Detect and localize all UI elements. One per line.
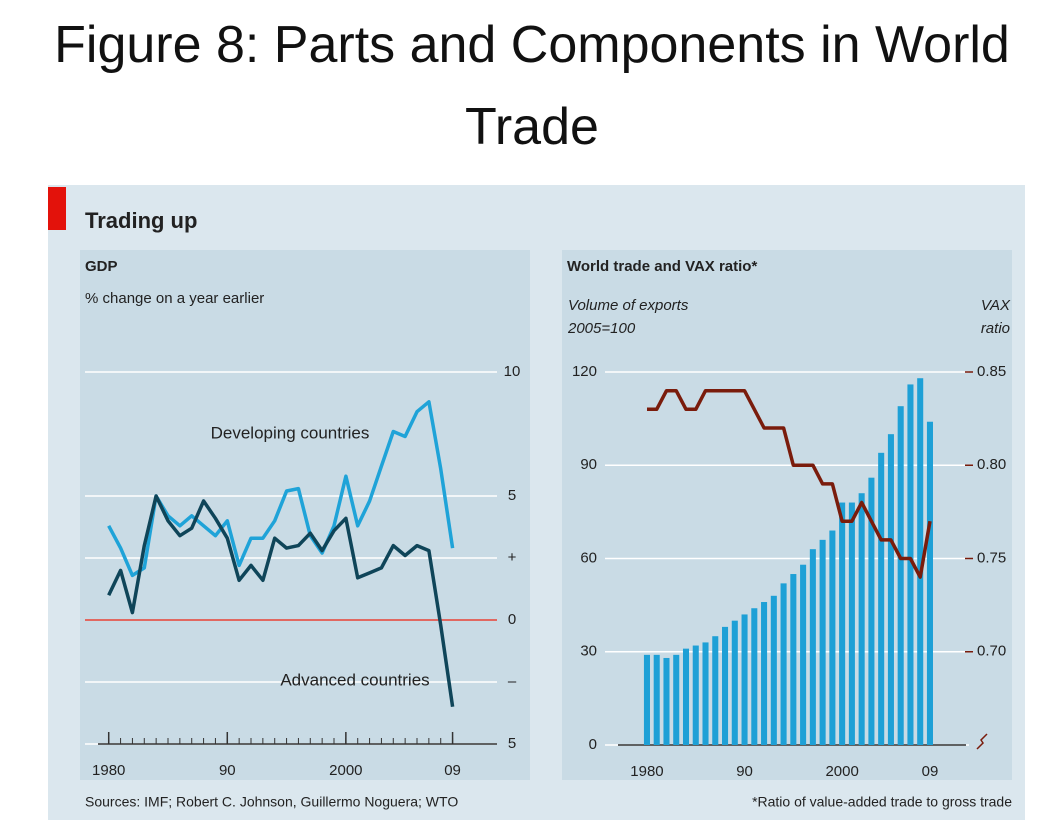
x-tick-label: 90 bbox=[219, 762, 236, 779]
bar bbox=[829, 530, 836, 745]
bar bbox=[839, 502, 846, 745]
y2-axis-label: ratio bbox=[981, 320, 1010, 337]
y-tick-label: + bbox=[508, 549, 517, 566]
x-tick-label: 2000 bbox=[329, 762, 362, 779]
footnote: *Ratio of value-added trade to gross tra… bbox=[752, 794, 1012, 810]
series-line bbox=[107, 400, 455, 578]
x-tick-label: 09 bbox=[444, 762, 461, 779]
bar bbox=[907, 384, 914, 745]
y-tick-label: 5 bbox=[508, 735, 516, 752]
chart-subtitle: % change on a year earlier bbox=[85, 290, 264, 307]
bar bbox=[643, 654, 650, 745]
y-tick-label: 0 bbox=[589, 736, 597, 753]
series-label: Advanced countries bbox=[280, 670, 429, 689]
panel-title: Trading up bbox=[85, 208, 197, 233]
bar bbox=[790, 574, 797, 745]
bar bbox=[712, 636, 719, 745]
x-tick-label: 2000 bbox=[825, 763, 858, 780]
bar bbox=[731, 620, 738, 745]
bar bbox=[887, 434, 894, 745]
bar bbox=[926, 421, 933, 745]
bar bbox=[809, 549, 816, 745]
chart-title: GDP bbox=[85, 258, 118, 275]
y-tick-label: 120 bbox=[572, 363, 597, 380]
y-tick-label: 10 bbox=[504, 363, 521, 380]
bar bbox=[819, 539, 826, 745]
bar bbox=[663, 657, 670, 745]
y-axis-label: 2005=100 bbox=[567, 320, 636, 337]
x-tick-label: 90 bbox=[736, 763, 753, 780]
bar bbox=[848, 502, 855, 745]
bar bbox=[761, 602, 768, 745]
bar bbox=[868, 477, 875, 745]
bar bbox=[800, 564, 807, 745]
bar bbox=[751, 608, 758, 745]
plot-background bbox=[562, 250, 1012, 780]
y-tick-label: 60 bbox=[580, 549, 597, 566]
y2-tick-label: 0.75 bbox=[977, 549, 1006, 566]
y-tick-label: 90 bbox=[580, 456, 597, 473]
y-axis-label: Volume of exports bbox=[568, 297, 689, 314]
bar bbox=[673, 654, 680, 745]
bar bbox=[897, 406, 904, 745]
x-tick-label: 09 bbox=[922, 763, 939, 780]
y2-tick-label: 0.85 bbox=[977, 363, 1006, 380]
bar bbox=[741, 614, 748, 745]
bar bbox=[653, 654, 660, 745]
bar bbox=[858, 493, 865, 745]
bar bbox=[780, 583, 787, 745]
bar bbox=[722, 626, 729, 745]
y-tick-label: – bbox=[508, 673, 517, 690]
chart-title: World trade and VAX ratio* bbox=[567, 258, 757, 275]
series-line bbox=[107, 494, 455, 708]
bar bbox=[878, 452, 885, 745]
series-line bbox=[647, 388, 932, 579]
bar bbox=[692, 645, 699, 745]
axis-break bbox=[976, 733, 988, 750]
x-tick-label: 1980 bbox=[92, 762, 125, 779]
slide-title: Figure 8: Parts and Components in World … bbox=[54, 16, 1010, 156]
red-tab bbox=[48, 187, 66, 230]
y-tick-label: 30 bbox=[580, 643, 597, 660]
y2-tick-label: 0.80 bbox=[977, 456, 1006, 473]
bar bbox=[770, 595, 777, 745]
bar bbox=[702, 642, 709, 745]
x-tick-label: 1980 bbox=[630, 763, 663, 780]
bar bbox=[917, 378, 924, 745]
y2-tick-label: 0.70 bbox=[977, 643, 1006, 660]
y2-axis-label: VAX bbox=[981, 297, 1011, 314]
source: Sources: IMF; Robert C. Johnson, Guiller… bbox=[85, 794, 458, 810]
bar bbox=[682, 648, 690, 745]
y-tick-label: 0 bbox=[508, 611, 516, 628]
y-tick-label: 5 bbox=[508, 487, 516, 504]
series-label: Developing countries bbox=[211, 423, 370, 442]
